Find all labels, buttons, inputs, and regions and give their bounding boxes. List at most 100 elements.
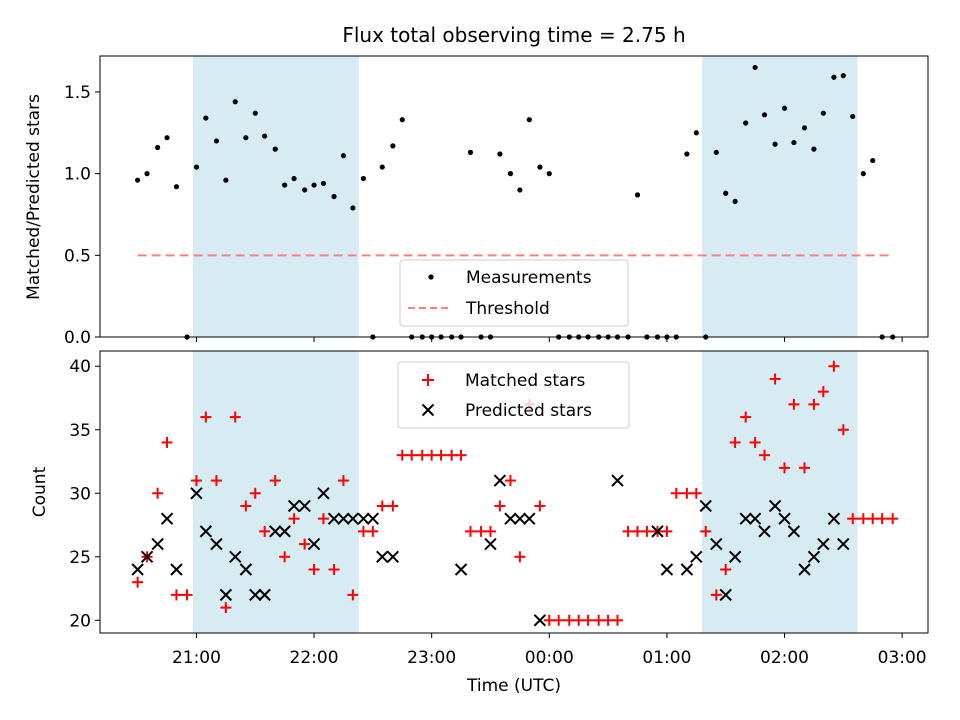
measurement-point bbox=[811, 146, 817, 152]
measurement-point bbox=[203, 115, 209, 121]
matched-star-point bbox=[602, 614, 614, 626]
shaded-interval bbox=[192, 56, 359, 337]
predicted-star-point bbox=[758, 525, 771, 538]
matched-star-point bbox=[308, 563, 320, 575]
matched-star-point bbox=[661, 525, 673, 537]
predicted-star-point bbox=[298, 499, 311, 513]
predicted-star-point bbox=[728, 550, 742, 563]
legend-marker-measurements bbox=[428, 274, 434, 280]
measurement-point bbox=[291, 175, 297, 182]
matched-star-point bbox=[328, 563, 340, 575]
predicted-star-point bbox=[699, 499, 712, 513]
measurement-point bbox=[840, 73, 846, 79]
measurement-point bbox=[467, 149, 474, 155]
y-tick-label: 35 bbox=[69, 421, 91, 441]
measurement-point bbox=[693, 130, 699, 136]
predicted-star-point bbox=[337, 512, 350, 525]
matched-star-point bbox=[808, 398, 820, 410]
legend-box bbox=[397, 361, 630, 429]
predicted-star-point bbox=[199, 525, 213, 538]
ratio-panel: 0.0 0.5 1.0 1.5 Matched/Predicted stars Mea… bbox=[24, 55, 929, 348]
matched-star-point bbox=[788, 398, 800, 410]
legend: Measurements Threshold bbox=[399, 259, 629, 327]
measurement-point bbox=[761, 112, 768, 118]
matched-star-point bbox=[612, 614, 623, 626]
x-axis-label: Time (UTC) bbox=[466, 676, 561, 696]
matched-star-point bbox=[279, 551, 291, 563]
predicted-star-point bbox=[484, 537, 497, 551]
predicted-star-point bbox=[386, 550, 400, 563]
matched-star-point bbox=[857, 513, 869, 525]
predicted-star-point bbox=[660, 563, 674, 576]
legend-label-predicted-stars: Predicted stars bbox=[465, 401, 592, 421]
measurement-point bbox=[379, 164, 385, 170]
count-panel: 20 25 30 35 40 21:00 22:00 23:00 00:00 01:00 02:0… bbox=[30, 350, 929, 696]
matched-star-point bbox=[740, 411, 752, 423]
matched-star-point bbox=[249, 487, 261, 499]
matched-star-point bbox=[435, 449, 447, 461]
matched-star-point bbox=[779, 462, 791, 474]
matched-star-point bbox=[446, 449, 458, 461]
predicted-star-point bbox=[690, 550, 703, 563]
measurement-point bbox=[243, 135, 249, 141]
predicted-star-point bbox=[170, 563, 183, 576]
legend-label-matched-stars: Matched stars bbox=[465, 371, 585, 391]
matched-star-point bbox=[534, 500, 546, 512]
matched-star-point bbox=[396, 449, 408, 461]
predicted-star-point bbox=[798, 563, 811, 576]
measurement-point bbox=[743, 120, 749, 126]
x-tick-label: 22:00 bbox=[290, 648, 339, 668]
matched-star-point bbox=[475, 525, 487, 537]
predicted-star-point bbox=[454, 563, 468, 576]
matched-star-point bbox=[710, 589, 722, 601]
measurement-point bbox=[340, 153, 347, 159]
legend-marker-predicted-stars bbox=[421, 403, 435, 417]
predicted-star-point bbox=[719, 588, 732, 602]
matched-star-point bbox=[288, 513, 300, 525]
measurement-point bbox=[272, 146, 278, 152]
measurement-point bbox=[350, 205, 356, 211]
predicted-star-point bbox=[258, 588, 271, 602]
matched-star-point bbox=[455, 449, 467, 461]
matched-star-point bbox=[817, 386, 829, 398]
x-tick-label: 21:00 bbox=[172, 648, 221, 668]
predicted-star-point bbox=[239, 563, 253, 576]
measurement-point bbox=[232, 99, 238, 105]
predicted-star-point bbox=[190, 487, 203, 500]
matched-star-point bbox=[867, 513, 879, 525]
shaded-interval bbox=[702, 56, 858, 337]
measurement-point bbox=[262, 133, 268, 139]
measurement-point bbox=[546, 171, 552, 177]
shaded-interval bbox=[192, 351, 359, 633]
legend: Matched stars Predicted stars bbox=[397, 361, 630, 429]
predicted-star-point bbox=[748, 512, 762, 525]
matched-star-point bbox=[553, 614, 565, 626]
matched-star-point bbox=[464, 525, 476, 537]
predicted-star-point bbox=[680, 563, 694, 576]
measurement-point bbox=[526, 117, 532, 123]
matched-star-point bbox=[887, 513, 899, 525]
matched-star-point bbox=[337, 475, 349, 487]
matched-star-point bbox=[190, 475, 202, 487]
predicted-star-point bbox=[533, 614, 547, 627]
matched-star-point bbox=[563, 614, 575, 626]
matched-star-point bbox=[317, 513, 329, 525]
predicted-star-point bbox=[229, 550, 242, 563]
matched-star-point bbox=[514, 551, 526, 563]
x-tick-label: 03:00 bbox=[878, 648, 927, 668]
matched-star-point bbox=[170, 589, 182, 601]
predicted-star-point bbox=[807, 550, 821, 563]
matched-star-point bbox=[759, 449, 771, 461]
predicted-star-point bbox=[140, 550, 154, 563]
shaded-interval-layer bbox=[192, 351, 858, 633]
matched-star-point bbox=[729, 436, 741, 448]
matched-star-point bbox=[484, 525, 496, 537]
matched-star-point bbox=[681, 487, 693, 499]
plot-frame bbox=[99, 350, 929, 634]
measurement-point bbox=[164, 135, 170, 141]
x-tick-label: 01:00 bbox=[642, 648, 691, 668]
matched-star-point bbox=[641, 525, 653, 537]
y-tick-label: 30 bbox=[69, 484, 91, 504]
measurement-point bbox=[135, 177, 141, 183]
predicted-star-point bbox=[739, 512, 752, 525]
